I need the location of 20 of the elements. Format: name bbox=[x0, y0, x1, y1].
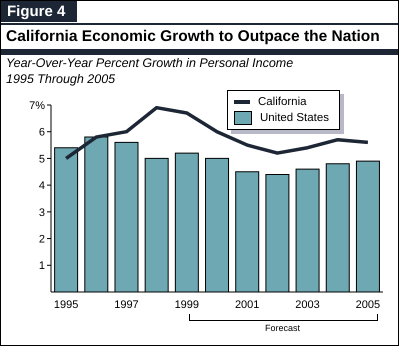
legend-label: California bbox=[256, 95, 308, 110]
chart-subtitle: Year-Over-Year Percent Growth in Personal Income 1995 Through 2005 bbox=[6, 55, 294, 87]
line-series bbox=[64, 106, 370, 160]
caption: Figure 4 bbox=[1, 1, 78, 22]
x-tick-label: 2001 bbox=[234, 298, 260, 311]
x-tick-label: 1995 bbox=[54, 298, 78, 311]
chart-title: California Economic Growth to Outpace the Nation bbox=[1, 23, 398, 55]
y-tick-label: 1 bbox=[38, 260, 45, 272]
legend-label: United States bbox=[258, 111, 329, 126]
y-tick-label: 3 bbox=[38, 206, 45, 219]
x-tick-label: 2003 bbox=[295, 298, 320, 311]
y-tick-label: 6 bbox=[38, 126, 45, 139]
x-tick-label: 2005 bbox=[356, 298, 380, 311]
y-tick-label: 5 bbox=[38, 153, 45, 166]
x-tick-label: 1997 bbox=[114, 298, 139, 311]
text: Forecast bbox=[264, 323, 302, 333]
y-tick-label: 2 bbox=[38, 233, 45, 246]
y-tick-label: 7% bbox=[29, 100, 46, 112]
y-tick-label: 4 bbox=[38, 180, 45, 192]
x-tick-label: 1999 bbox=[174, 298, 200, 311]
